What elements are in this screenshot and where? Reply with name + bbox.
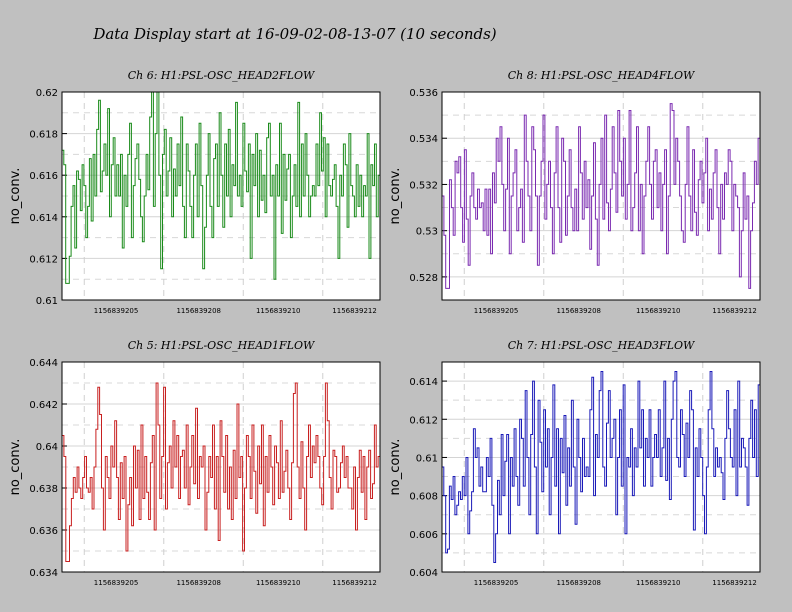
x-tick-label: 1156839212 xyxy=(712,307,757,315)
x-tick-label: 1156839208 xyxy=(556,579,601,587)
plot-frame-ch5 xyxy=(61,361,381,573)
x-tick-label: 1156839208 xyxy=(176,579,221,587)
chart-title-ch8: Ch 8: H1:PSL-OSC_HEAD4FLOW xyxy=(508,69,696,82)
chart-panel-ch7: 0.604 0.606 0.608 0.61 0.612 0.614 1156839205 1… xyxy=(388,339,761,587)
y-tick-label: 0.64 xyxy=(36,442,58,453)
chart-title-ch5: Ch 5: H1:PSL-OSC_HEAD1FLOW xyxy=(128,339,316,352)
y-tick-label: 0.614 xyxy=(29,213,58,224)
series-line-ch7 xyxy=(442,371,761,563)
y-tick-label: 0.604 xyxy=(409,568,438,579)
y-tick-label: 0.618 xyxy=(29,130,58,141)
series-line-ch6 xyxy=(62,91,381,284)
series-line-ch5 xyxy=(62,382,381,562)
y-tick-label: 0.606 xyxy=(409,530,438,541)
series-line-ch8 xyxy=(442,103,761,289)
y-tick-label: 0.638 xyxy=(29,484,58,495)
y-tick-label: 0.61 xyxy=(416,453,438,464)
chart-title-ch6: Ch 6: H1:PSL-OSC_HEAD2FLOW xyxy=(128,69,316,82)
y-axis-label-ch8: no_conv. xyxy=(388,168,403,225)
plot-frame-ch8 xyxy=(441,91,761,301)
chart-panel-ch5: 0.634 0.636 0.638 0.64 0.642 0.644 1156839205 1… xyxy=(8,339,381,587)
x-tick-label: 1156839210 xyxy=(256,307,301,315)
y-tick-label: 0.53 xyxy=(416,227,438,238)
plot-area-ch8 xyxy=(442,92,760,300)
plot-frame-ch6 xyxy=(61,91,381,301)
page-title: Data Display start at 16-09-02-08-13-07 … xyxy=(92,25,496,43)
x-tick-label: 1156839208 xyxy=(556,307,601,315)
y-axis-label-ch7: no_conv. xyxy=(388,439,403,496)
chart-panel-ch6: 0.61 0.612 0.614 0.616 0.618 0.62 1156839205 11… xyxy=(8,69,381,315)
y-tick-label: 0.528 xyxy=(409,273,438,284)
chart-title-ch7: Ch 7: H1:PSL-OSC_HEAD3FLOW xyxy=(508,339,696,352)
y-axis-label-ch6: no_conv. xyxy=(8,168,23,225)
y-tick-label: 0.644 xyxy=(29,358,58,369)
y-tick-label: 0.61 xyxy=(36,296,58,307)
x-tick-label: 1156839212 xyxy=(712,579,757,587)
y-tick-label: 0.642 xyxy=(29,400,58,411)
x-tick-label: 1156839212 xyxy=(332,579,377,587)
y-tick-label: 0.616 xyxy=(29,171,58,182)
x-tick-label: 1156839210 xyxy=(636,307,681,315)
x-tick-label: 1156839205 xyxy=(94,307,139,315)
y-tick-label: 0.62 xyxy=(36,88,58,99)
y-tick-label: 0.608 xyxy=(409,492,438,503)
chart-panel-ch8: 0.528 0.53 0.532 0.534 0.536 1156839205 115683… xyxy=(388,69,761,315)
y-tick-label: 0.614 xyxy=(409,377,438,388)
x-tick-label: 1156839212 xyxy=(332,307,377,315)
y-tick-label: 0.634 xyxy=(29,568,58,579)
y-tick-label: 0.612 xyxy=(29,254,58,265)
y-tick-label: 0.612 xyxy=(409,415,438,426)
y-tick-label: 0.532 xyxy=(409,180,438,191)
x-tick-label: 1156839210 xyxy=(256,579,301,587)
y-tick-label: 0.636 xyxy=(29,526,58,537)
plot-frame-ch7 xyxy=(441,361,761,573)
y-axis-label-ch5: no_conv. xyxy=(8,439,23,496)
y-tick-label: 0.536 xyxy=(409,88,438,99)
x-tick-label: 1156839205 xyxy=(474,579,519,587)
y-tick-label: 0.534 xyxy=(409,134,438,145)
x-tick-label: 1156839205 xyxy=(94,579,139,587)
x-tick-label: 1156839208 xyxy=(176,307,221,315)
x-tick-label: 1156839210 xyxy=(636,579,681,587)
x-tick-label: 1156839205 xyxy=(474,307,519,315)
